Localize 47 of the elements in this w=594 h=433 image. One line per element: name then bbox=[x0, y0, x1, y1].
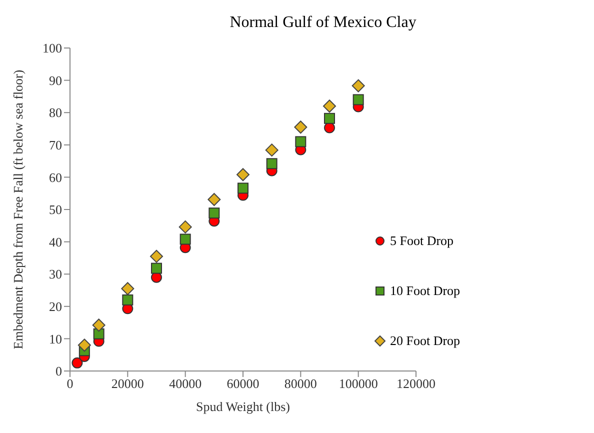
point bbox=[121, 282, 134, 296]
y-tick-label: 70 bbox=[49, 138, 62, 153]
x-tick-label: 20000 bbox=[111, 376, 144, 392]
x-tick-label: 60000 bbox=[226, 376, 260, 392]
x-tick-label: 40000 bbox=[169, 376, 202, 392]
point bbox=[323, 100, 336, 113]
y-tick-label: 80 bbox=[49, 105, 62, 120]
point bbox=[324, 122, 335, 134]
legend-label: 5 Foot Drop bbox=[390, 233, 454, 249]
legend-label: 20 Foot Drop bbox=[390, 333, 460, 349]
y-tick-label: 30 bbox=[49, 266, 62, 282]
point bbox=[265, 144, 278, 157]
point bbox=[93, 328, 104, 340]
y-axis-title: Embedment Depth from Free Fall (ft below sea floor) bbox=[10, 70, 26, 350]
y-tick-label: 90 bbox=[49, 72, 62, 88]
point bbox=[180, 234, 191, 245]
point bbox=[92, 318, 106, 332]
y-tick-label: 40 bbox=[49, 234, 62, 250]
y-tick-label: 100 bbox=[42, 40, 62, 56]
point bbox=[324, 112, 335, 124]
point bbox=[352, 94, 364, 106]
x-tick-label: 80000 bbox=[284, 376, 317, 392]
point bbox=[352, 79, 365, 92]
x-axis-title: Spud Weight (lbs) bbox=[196, 399, 290, 414]
point bbox=[78, 338, 91, 352]
point bbox=[150, 250, 163, 263]
point bbox=[294, 120, 308, 134]
chart-title: Normal Gulf of Mexico Clay bbox=[228, 14, 418, 32]
x-tick-label: 120000 bbox=[396, 376, 436, 392]
point bbox=[208, 192, 221, 206]
point bbox=[295, 136, 306, 148]
y-tick-label: 0 bbox=[56, 364, 62, 379]
legend-label: 10 Foot Drop bbox=[390, 283, 460, 299]
x-tick-label: 100000 bbox=[338, 376, 378, 392]
y-tick-label: 20 bbox=[49, 299, 62, 314]
point bbox=[72, 357, 83, 368]
y-tick-label: 50 bbox=[49, 202, 62, 218]
point bbox=[122, 294, 134, 306]
point bbox=[178, 220, 192, 234]
point bbox=[151, 262, 162, 274]
y-tick-label: 10 bbox=[49, 331, 62, 346]
point bbox=[238, 182, 248, 194]
y-tick-label: 60 bbox=[49, 170, 62, 185]
x-tick-label: 0 bbox=[66, 376, 74, 392]
point bbox=[208, 208, 220, 219]
point bbox=[236, 168, 250, 182]
point bbox=[266, 158, 278, 170]
